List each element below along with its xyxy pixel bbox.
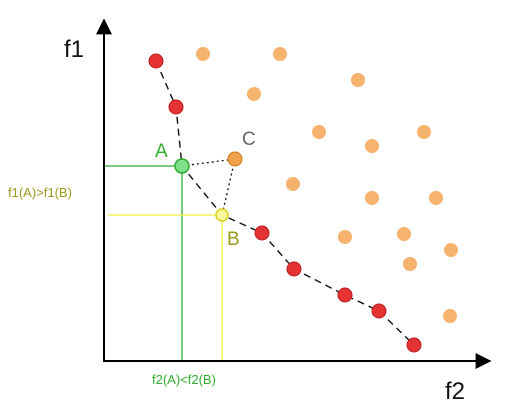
point-a-label: A	[155, 141, 168, 162]
pareto-point	[168, 99, 184, 115]
point-a	[174, 158, 190, 174]
dominated-point	[365, 191, 379, 205]
x-axis-label: f2	[445, 378, 465, 405]
dominated-point	[397, 227, 411, 241]
c-b-dotted-line	[221, 158, 236, 216]
dominated-point	[365, 139, 379, 153]
dominated-points	[196, 47, 458, 323]
f1-comparison-label: f1(A)>f1(B)	[8, 185, 72, 200]
pareto-point	[337, 287, 353, 303]
dominated-point	[312, 125, 326, 139]
pareto-point	[371, 303, 387, 319]
y-axis-label: f1	[64, 36, 84, 63]
dominated-point	[417, 125, 431, 139]
dominated-point	[273, 47, 287, 61]
dominated-point	[429, 191, 443, 205]
pareto-point	[148, 53, 164, 69]
point-c	[227, 151, 243, 167]
pareto-point	[254, 225, 270, 241]
point-b-label: B	[227, 229, 240, 250]
point-c-label: C	[242, 129, 256, 150]
a-c-dotted-line	[181, 158, 236, 167]
dominated-point	[338, 230, 352, 244]
f2-comparison-label: f2(A)<f2(B)	[152, 372, 216, 387]
dominated-point	[247, 87, 261, 101]
dominated-point	[443, 309, 457, 323]
dominated-point	[196, 47, 210, 61]
dominated-point	[351, 73, 365, 87]
dominated-point	[403, 257, 417, 271]
point-b	[215, 208, 229, 222]
pareto-point	[286, 261, 302, 277]
dominated-point	[286, 177, 300, 191]
dominated-point	[444, 243, 458, 257]
pareto-points	[148, 53, 422, 353]
pareto-point	[406, 337, 422, 353]
